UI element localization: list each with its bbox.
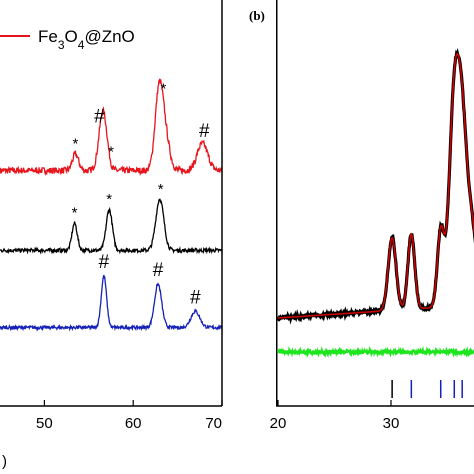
panel-b-label: (b)	[249, 8, 265, 23]
legend-label-subscript: 3	[58, 38, 65, 52]
magnetite-peak-marker: #	[99, 252, 110, 273]
magnetite-peak-marker: #	[190, 287, 201, 308]
x-tick-label: 70	[205, 415, 222, 432]
zno-peak-marker: *	[72, 204, 78, 221]
panel-a-bottom-label-fragment: )	[2, 453, 7, 470]
panel-a-peak-markers: *#**#***# ##	[72, 81, 210, 309]
series-line-observed	[276, 47, 474, 325]
x-tick-label: 30	[383, 415, 400, 432]
legend-label-part: Fe	[38, 27, 58, 46]
zno-peak-marker: *	[160, 81, 166, 98]
panel-b-frame-left	[276, 0, 278, 406]
zno-peak-marker: *	[73, 135, 79, 152]
series-line-calculated	[277, 52, 474, 319]
magnetite-peak-marker: #	[199, 121, 210, 142]
series-line-fe3o4	[0, 274, 223, 332]
x-tick-label: 60	[125, 415, 142, 432]
legend-label-part: @ZnO	[84, 27, 134, 46]
legend-label: Fe3O4@ZnO	[38, 27, 135, 52]
magnetite-peak-marker: #	[94, 106, 105, 127]
x-tick-label: 20	[270, 415, 287, 432]
magnetite-peak-marker: #	[153, 260, 164, 281]
panel-a-legend: Fe3O4@ZnO	[0, 27, 135, 52]
panel-b: (b) 20 30	[249, 0, 474, 432]
zno-peak-marker: *	[108, 143, 114, 160]
panel-a-x-ticks: 50 60 70	[36, 400, 223, 432]
legend-label-subscript: 4	[78, 38, 85, 52]
panel-b-plot-area	[276, 47, 474, 359]
panel-b-x-ticks: 20 30	[270, 400, 400, 432]
zno-peak-marker: *	[106, 191, 112, 208]
panel-a-plot-area	[0, 78, 223, 332]
legend-label-part: O	[65, 27, 78, 46]
series-line-difference	[276, 345, 474, 359]
series-line-zno	[0, 198, 223, 255]
x-tick-label: 50	[36, 415, 53, 432]
series-line-fe3o4-zno	[0, 78, 223, 177]
panel-a: 50 60 70 *#**#***# ## Fe3O4@ZnO )	[0, 0, 223, 470]
panel-b-bragg-markers	[391, 380, 463, 398]
zno-peak-marker: *	[158, 181, 164, 198]
